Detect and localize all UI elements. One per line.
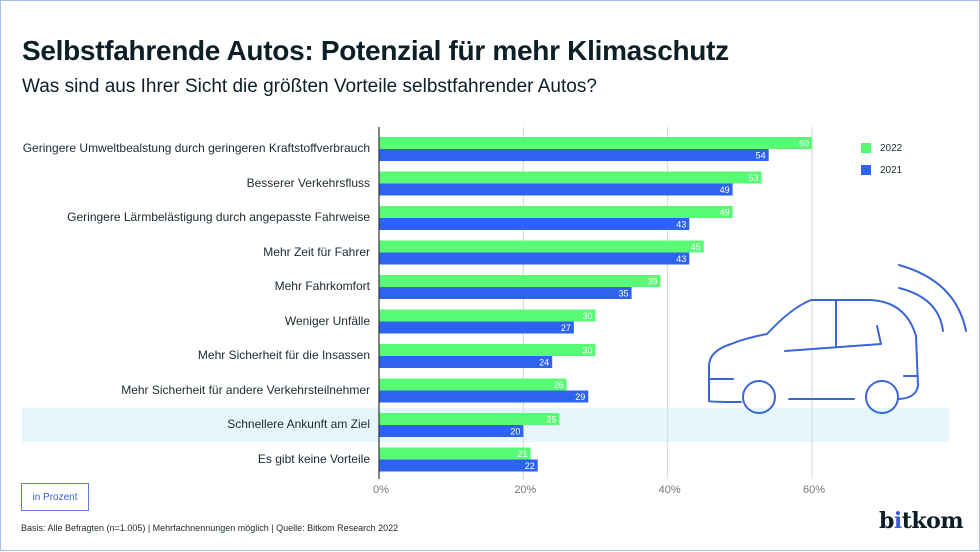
x-tick-label: 40% (658, 484, 681, 496)
bar-2021 (379, 183, 733, 196)
chart-subtitle: Was sind aus Ihrer Sicht die größten Vor… (22, 76, 597, 97)
unit-label: in Prozent (21, 483, 89, 511)
bar-2022 (379, 378, 567, 391)
category-label: Mehr Zeit für Fahrer (263, 244, 370, 259)
chart-title: Selbstfahrende Autos: Potenzial für mehr… (22, 35, 729, 66)
data-label-2022: 26 (554, 380, 564, 390)
data-label-2022: 60 (799, 139, 809, 149)
legend-label-2021: 2021 (880, 164, 903, 176)
bar-2021 (379, 149, 769, 161)
bitkom-logo: bitkom (879, 508, 964, 534)
data-label-2022: 45 (691, 242, 701, 252)
bar-2021 (379, 390, 589, 403)
data-label-2022: 53 (748, 173, 758, 183)
data-label-2021: 43 (676, 220, 686, 230)
bar-2021 (379, 321, 574, 334)
data-label-2021: 43 (676, 254, 686, 264)
data-label-2022: 21 (518, 449, 528, 459)
bar-2022 (379, 344, 596, 356)
bar-2021 (379, 218, 690, 230)
data-label-2021: 24 (539, 358, 549, 368)
bar-2022 (379, 447, 531, 460)
bar-2021 (379, 459, 538, 472)
data-label-2022: 30 (582, 311, 592, 321)
source-footnote: Basis: Alle Befragten (n=1.005) | Mehrfa… (21, 523, 399, 533)
data-label-2021: 54 (756, 151, 766, 161)
data-label-2021: 29 (575, 392, 585, 402)
bar-2021 (379, 287, 632, 299)
legend-item-2022: 2022 (861, 137, 902, 159)
data-label-2021: 49 (720, 185, 730, 195)
bar-2022 (379, 413, 560, 425)
x-tick-label: 0% (373, 484, 389, 496)
bar-2022 (379, 275, 661, 287)
legend-label-2022: 2022 (880, 142, 903, 154)
data-label-2021: 35 (619, 289, 629, 299)
data-label-2022: 25 (546, 415, 556, 425)
bar-2022 (379, 171, 762, 184)
data-label-2022: 39 (647, 277, 657, 287)
bar-2022 (379, 240, 704, 253)
data-label-2022: 49 (720, 208, 730, 218)
bar-2022 (379, 137, 812, 149)
legend-swatch-2021 (861, 165, 871, 175)
car-with-signal-waves-icon (708, 264, 967, 414)
category-label: Mehr Fahrkomfort (274, 279, 370, 293)
legend-swatch-2022 (861, 143, 871, 153)
category-label: Besserer Verkehrsfluss (246, 175, 370, 190)
bar-2021 (379, 356, 553, 368)
category-label: Mehr Sicherheit für die Insassen (197, 348, 370, 362)
category-label: Geringere Umweltbealstung durch geringer… (22, 141, 370, 155)
bar-2022 (379, 309, 596, 322)
bar-2022 (379, 206, 733, 218)
data-label-2021: 27 (561, 323, 571, 333)
data-label-2021: 20 (510, 427, 520, 437)
x-tick-label: 20% (514, 484, 537, 496)
legend: 2022 2021 (861, 137, 902, 181)
bar-2021 (379, 425, 524, 437)
legend-item-2021: 2021 (861, 159, 902, 181)
category-label: Geringere Lärmbelästigung durch angepass… (67, 210, 370, 224)
category-label: Mehr Sicherheit für andere Verkehrsteiln… (121, 382, 370, 397)
data-label-2022: 30 (582, 346, 592, 356)
category-label: Weniger Unfälle (284, 313, 370, 328)
x-tick-label: 60% (802, 484, 826, 496)
bar-2021 (379, 252, 690, 265)
category-label: Es gibt keine Vorteile (257, 451, 370, 466)
data-label-2021: 22 (525, 461, 535, 471)
category-label: Schnellere Ankunft am Ziel (227, 417, 370, 431)
